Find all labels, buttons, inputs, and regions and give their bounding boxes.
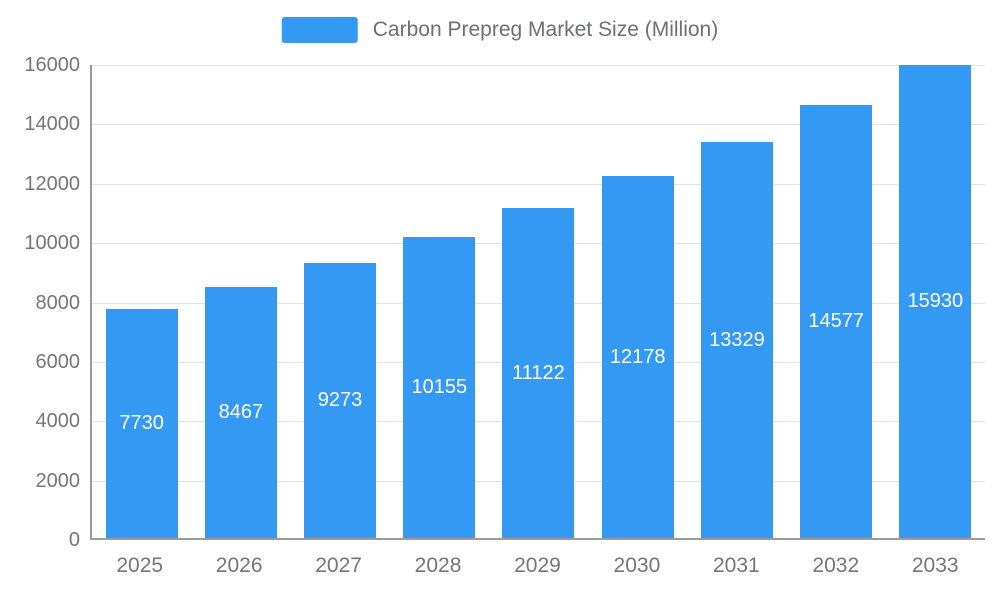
y-tick-label: 2000 [35,469,81,492]
legend-swatch-icon [281,17,358,43]
bar-value-label: 12178 [609,345,666,368]
y-tick-label: 10000 [24,232,80,255]
x-tick-label: 2025 [116,554,164,577]
gridline [92,183,985,185]
y-tick-label: 8000 [35,291,81,314]
y-tick-label: 0 [68,529,80,551]
bar-2026[interactable]: 8467 [204,287,277,538]
gridline [92,124,985,126]
gridline [92,65,985,66]
y-tick-label: 6000 [35,350,81,373]
chart-legend[interactable]: Carbon Prepreg Market Size (Million) [281,17,719,43]
bar-2028[interactable]: 10155 [403,237,476,538]
y-tick-label: 4000 [35,410,81,433]
y-tick-label: 14000 [24,113,80,136]
y-tick-label: 12000 [24,172,80,195]
bar-series: 7730 8467 9273 10155 11122 12178 13329 14577 159… [92,65,985,538]
bar-2025[interactable]: 7730 [105,309,178,538]
bar-value-label: 9273 [317,389,363,411]
legend-label: Carbon Prepreg Market Size (Million) [372,18,719,41]
y-axis: 0 2000 4000 6000 8000 10000 12000 14000 16000 [0,54,81,551]
bar-2027[interactable]: 9273 [304,263,377,538]
bar-2030[interactable]: 12178 [601,176,674,538]
plot-area: 7730 8467 9273 10155 11122 12178 13329 14577 159… [90,65,985,540]
x-tick-label: 2030 [613,554,661,577]
bar-value-label: 11122 [512,361,565,384]
x-tick-label: 2027 [315,554,362,577]
x-tick-label: 2031 [712,554,760,577]
x-tick-label: 2028 [414,554,462,577]
bar-value-label: 13329 [709,328,765,351]
x-tick-label: 2032 [812,554,860,577]
bar-value-label: 8467 [218,401,264,423]
bar-value-label: 7730 [119,412,164,434]
x-axis: 2025 2026 2027 2028 2029 2030 2031 2032 2033 [90,554,985,578]
bar-2033[interactable]: 15930 [899,65,972,538]
bar-2029[interactable]: 11122 [502,208,575,538]
bar-value-label: 10155 [411,376,468,398]
bar-value-label: 14577 [808,310,864,332]
x-tick-label: 2029 [514,554,561,577]
y-tick-label: 16000 [24,54,80,76]
x-tick-label: 2026 [215,554,263,577]
x-tick-label: 2033 [911,554,959,577]
bar-2031[interactable]: 13329 [700,142,773,538]
bar-2032[interactable]: 14577 [800,105,873,538]
bar-value-label: 15930 [907,290,964,312]
